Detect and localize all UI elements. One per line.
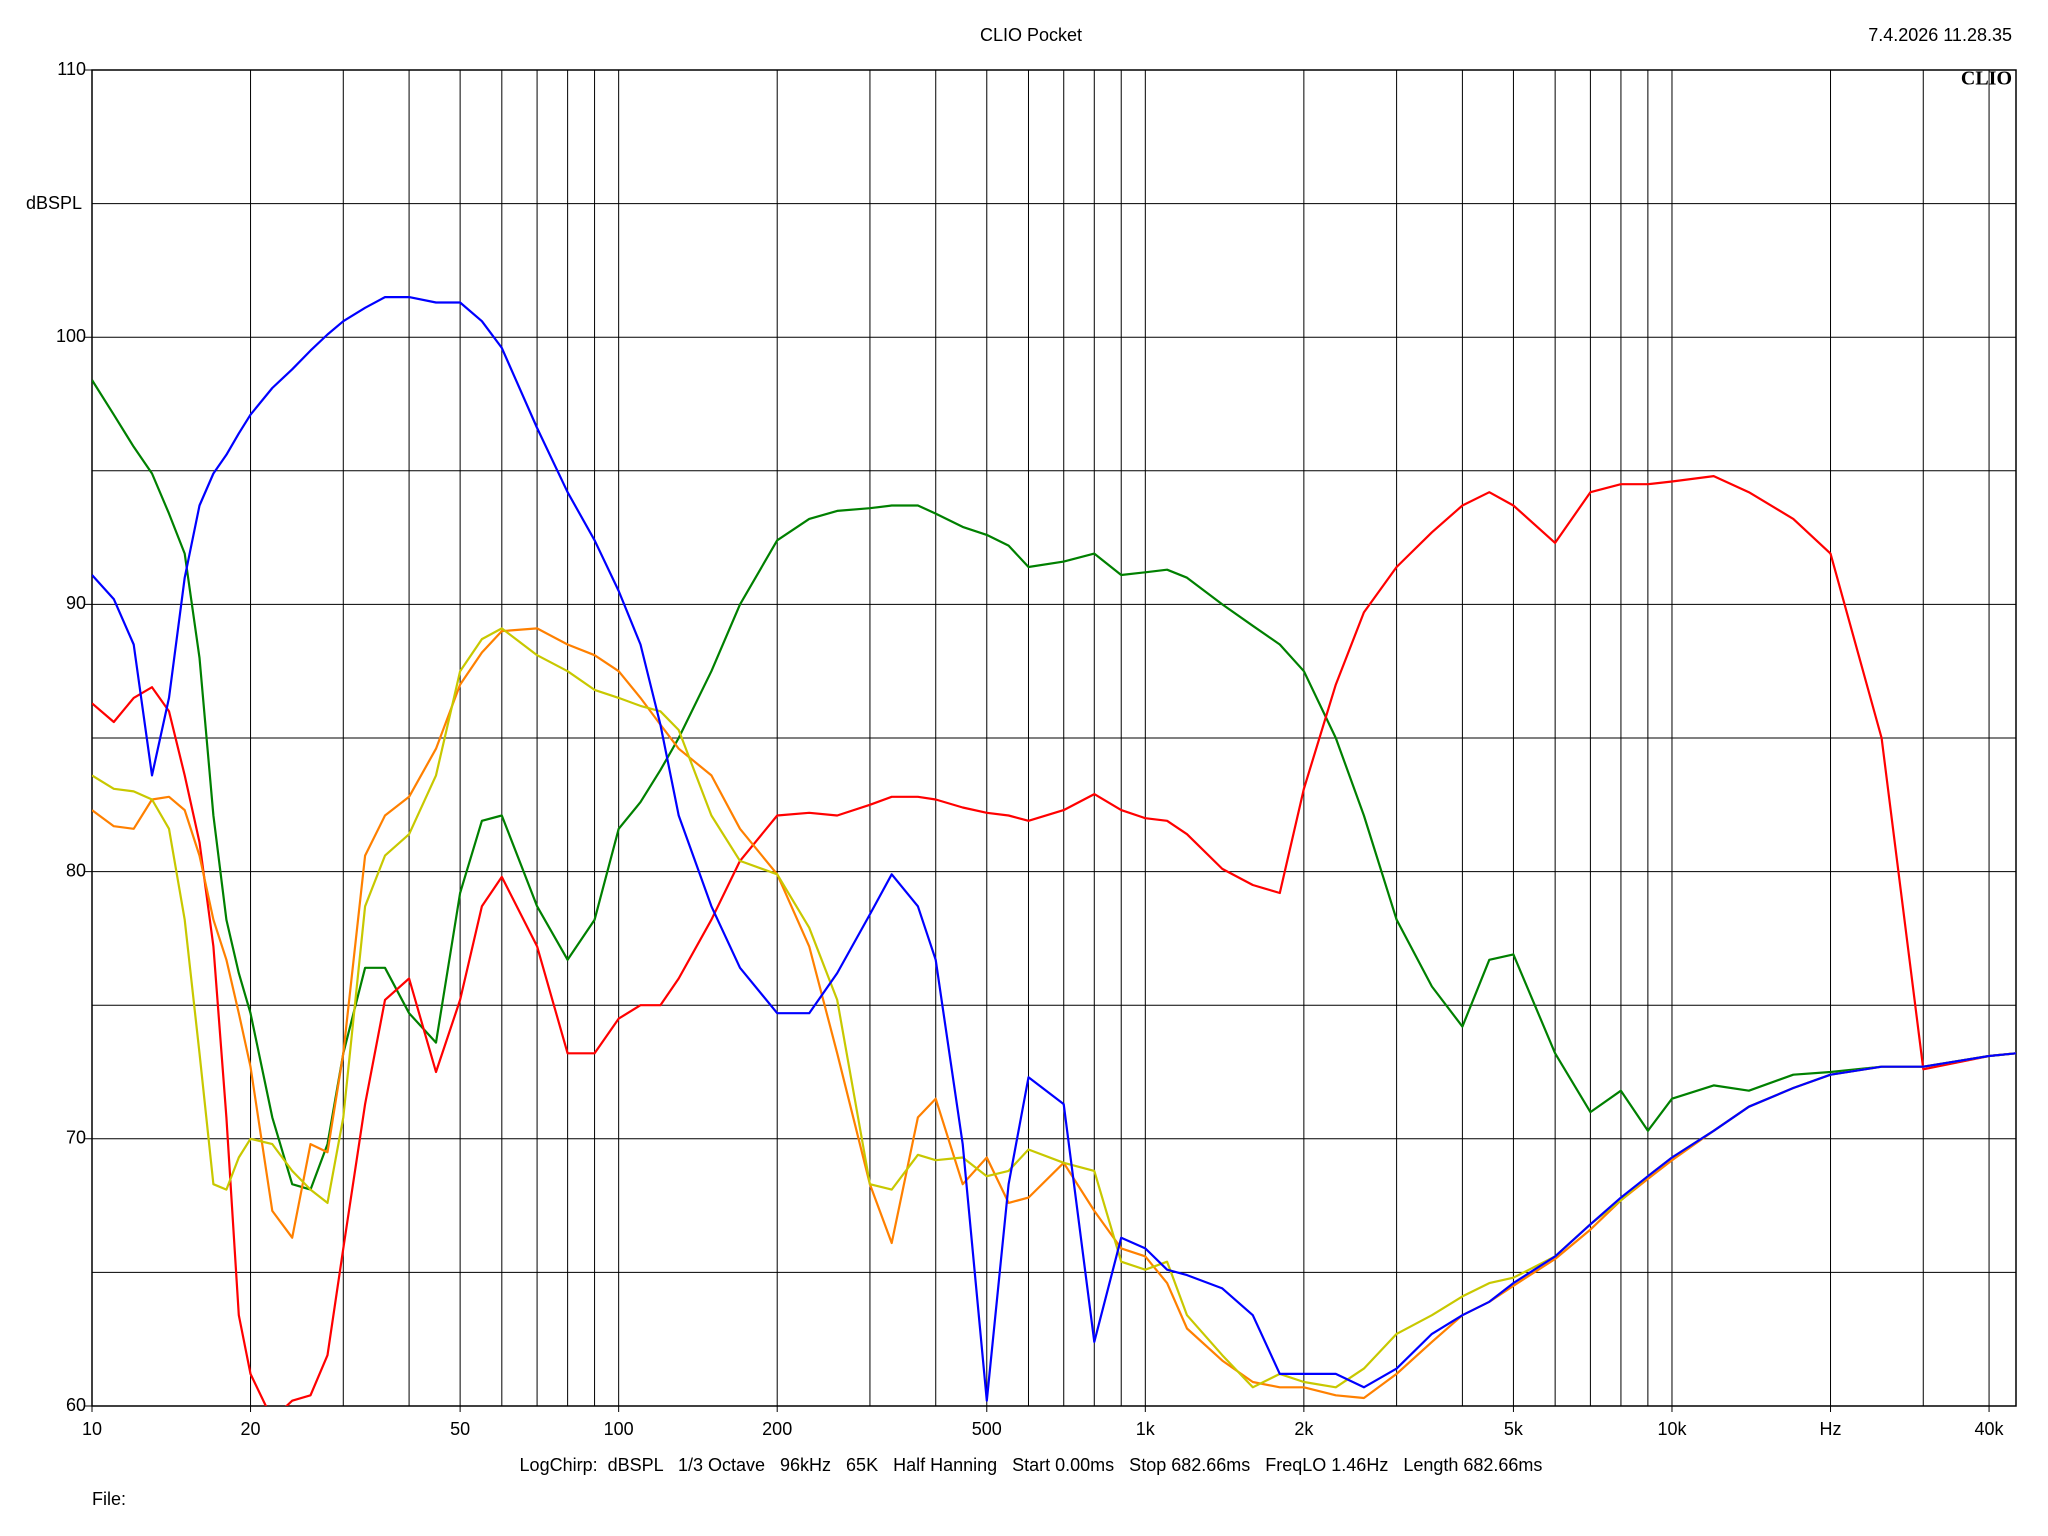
x-tick-label: 10k <box>1657 1419 1687 1439</box>
x-tick-label: 100 <box>604 1419 634 1439</box>
x-tick-label: 1k <box>1136 1419 1156 1439</box>
file-label: File: <box>92 1489 126 1509</box>
y-tick-label: 100 <box>56 326 86 346</box>
plot-area <box>92 296 2016 1406</box>
x-tick-label: 200 <box>762 1419 792 1439</box>
x-tick-label: 5k <box>1504 1419 1524 1439</box>
timestamp: 7.4.2026 11.28.35 <box>1868 25 2012 45</box>
chart-title: CLIO Pocket <box>980 25 1082 45</box>
x-tick-label: 2k <box>1294 1419 1314 1439</box>
x-tick-label: 40k <box>1975 1419 2005 1439</box>
x-tick-label: 20 <box>241 1419 261 1439</box>
x-tick-label: Hz <box>1820 1419 1842 1439</box>
series-line <box>92 296 2016 1402</box>
x-tick-label: 500 <box>972 1419 1002 1439</box>
series-line <box>92 627 2016 1400</box>
y-tick-label: 80 <box>66 860 86 880</box>
y-tick-label: 90 <box>66 593 86 613</box>
y-tick-label: 60 <box>66 1395 86 1415</box>
y-tick-label: 110 <box>57 59 86 79</box>
y-tick-label: 70 <box>66 1128 86 1148</box>
y-axis-label: dBSPL <box>26 193 82 213</box>
footer: LogChirp: dBSPL 1/3 Octave 96kHz 65K Hal… <box>520 1455 1543 1475</box>
plot-frame <box>91 69 2017 1407</box>
logo: CLIO <box>1961 68 2012 90</box>
series-line <box>92 379 2016 1191</box>
x-tick-label: 10 <box>82 1419 102 1439</box>
x-tick-label: 50 <box>450 1419 470 1439</box>
series-line <box>92 475 2016 1406</box>
